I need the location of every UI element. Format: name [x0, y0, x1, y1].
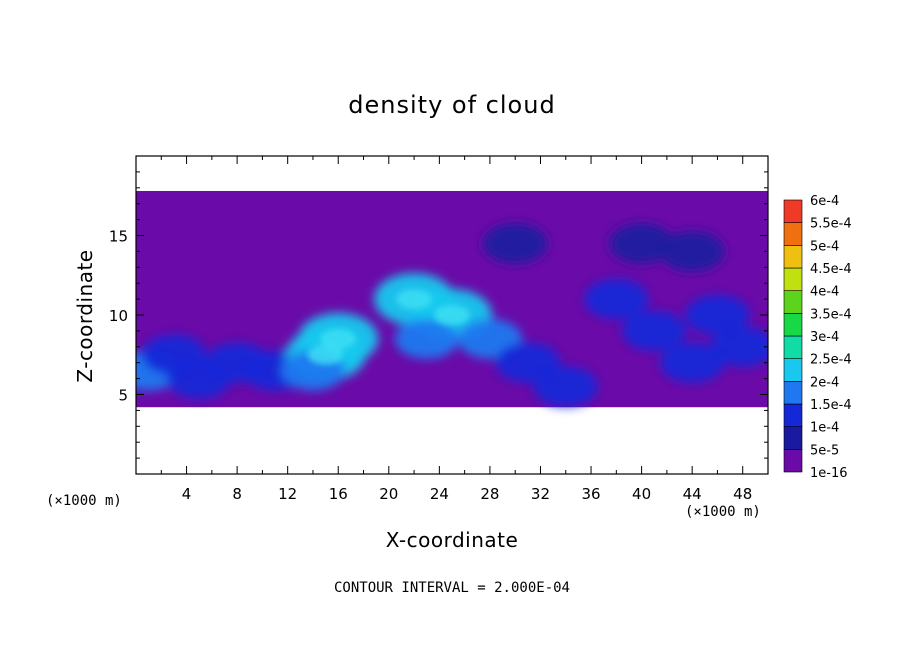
density-cell: [609, 223, 674, 264]
density-core: [396, 289, 433, 310]
colorbar-swatch: [783, 358, 803, 382]
x-axis-unit-label: (×1000 m): [685, 504, 761, 520]
colorbar-swatch: [783, 335, 803, 359]
y-tick-label: 10: [109, 307, 128, 325]
y-axis-label: Z-coordinate: [73, 249, 97, 382]
colorbar-swatch: [783, 403, 803, 427]
x-tick-label: 16: [329, 485, 348, 503]
y-tick-label: 5: [118, 387, 128, 405]
y-axis: 5 10 15: [109, 171, 768, 459]
colorbar-swatch: [783, 199, 803, 223]
colorbar-level-label: 3.5e-4: [810, 307, 852, 322]
y-tick-label: 15: [109, 228, 128, 246]
colorbar-level-label: 1e-4: [810, 421, 839, 436]
x-tick-label: 32: [531, 485, 550, 503]
colorbar-level-label: 1.5e-4: [810, 398, 852, 413]
x-tick-label: 12: [278, 485, 297, 503]
colorbar-level-label: 5e-5: [810, 443, 839, 458]
colorbar-level-label: 5e-4: [810, 239, 839, 254]
x-tick-label: 4: [182, 485, 192, 503]
density-field: [136, 190, 768, 408]
density-core: [434, 305, 470, 325]
x-tick-label: 28: [480, 485, 499, 503]
chart-title: density of cloud: [348, 91, 555, 119]
x-tick-label: 36: [581, 485, 600, 503]
colorbar-swatch: [783, 222, 803, 246]
density-cell: [660, 231, 725, 272]
x-axis: 4 8 12 16 20 24 28 32 36 40 44 48: [160, 156, 752, 503]
colorbar-level-label: 4.5e-4: [810, 262, 852, 277]
density-core: [307, 344, 344, 365]
colorbar-level-label: 5.5e-4: [810, 217, 852, 232]
density-cell: [533, 366, 598, 407]
colorbar-swatch: [783, 267, 803, 291]
colorbar-swatch: [783, 449, 803, 473]
colorbar-swatch: [783, 313, 803, 337]
contour-interval-note: CONTOUR INTERVAL = 2.000E-04: [334, 580, 570, 596]
density-cell: [622, 310, 687, 351]
x-tick-label: 44: [683, 485, 702, 503]
density-cell: [710, 326, 768, 367]
x-tick-label: 40: [632, 485, 651, 503]
density-cell: [660, 342, 725, 383]
x-tick-label: 24: [430, 485, 449, 503]
density-core: [320, 328, 357, 349]
colorbar-level-label: 3e-4: [810, 330, 839, 345]
x-tick-label: 48: [733, 485, 752, 503]
colorbar-swatch: [783, 290, 803, 314]
density-cell: [483, 223, 548, 264]
x-axis-label: X-coordinate: [386, 528, 519, 552]
colorbar-swatch: [783, 245, 803, 269]
colorbar-level-label: 6e-4: [810, 194, 839, 209]
density-cell: [394, 318, 459, 359]
colorbar-legend: 1e-16 5e-5 1e-4 1.5e-4 2e-4 2.5e-4 3e-4 3.5e-4 4…: [783, 194, 852, 481]
colorbar-level-label: 2.5e-4: [810, 353, 852, 368]
colorbar-level-label: 4e-4: [810, 285, 839, 300]
colorbar-level-label: 2e-4: [810, 375, 839, 390]
x-tick-label: 8: [232, 485, 242, 503]
x-tick-label: 20: [379, 485, 398, 503]
colorbar-swatch: [783, 426, 803, 450]
x-origin-unit-label: (×1000 m): [46, 493, 122, 509]
density-cell: [584, 279, 649, 320]
density-cell: [685, 295, 750, 335]
colorbar-swatch: [783, 381, 803, 405]
colorbar-level-label: 1e-16: [810, 466, 848, 481]
